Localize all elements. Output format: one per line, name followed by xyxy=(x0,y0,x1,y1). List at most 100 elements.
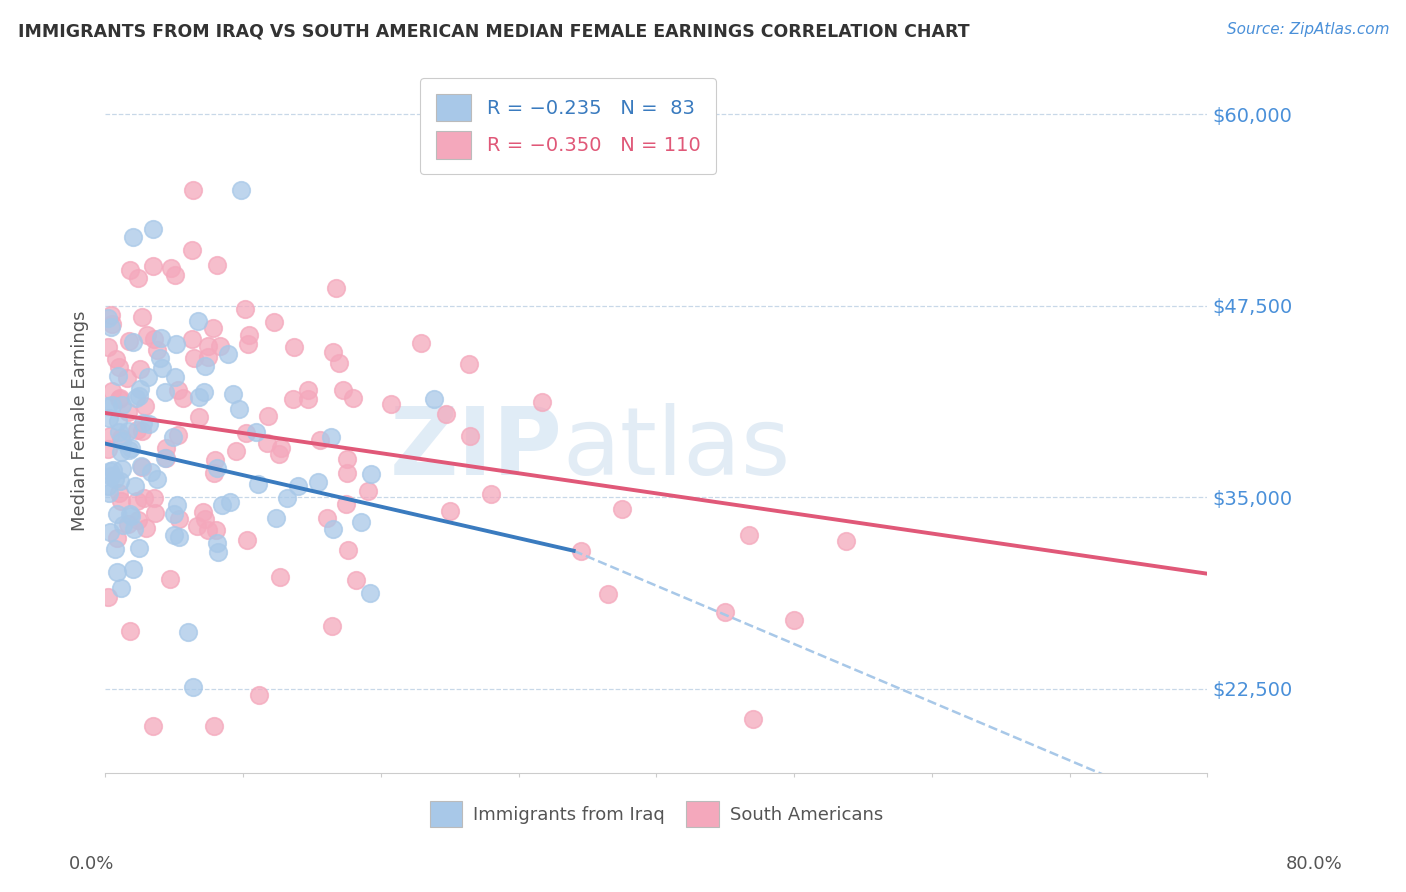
Point xyxy=(283,340,305,354)
Point xyxy=(167,512,190,526)
Text: atlas: atlas xyxy=(562,403,792,495)
Point xyxy=(576,153,599,168)
Point xyxy=(166,498,188,512)
Point xyxy=(834,533,856,548)
Point xyxy=(101,317,124,331)
Point xyxy=(322,345,344,359)
Text: IMMIGRANTS FROM IRAQ VS SOUTH AMERICAN MEDIAN FEMALE EARNINGS CORRELATION CHART: IMMIGRANTS FROM IRAQ VS SOUTH AMERICAN M… xyxy=(18,22,970,40)
Point xyxy=(117,424,139,438)
Point xyxy=(201,321,224,335)
Point xyxy=(108,392,131,407)
Point xyxy=(610,501,633,516)
Point xyxy=(111,398,134,412)
Point xyxy=(205,259,228,273)
Point xyxy=(149,331,172,345)
Point xyxy=(118,334,141,349)
Point xyxy=(143,491,166,505)
Point xyxy=(263,315,285,329)
Point xyxy=(360,467,382,482)
Point xyxy=(110,474,132,488)
Point xyxy=(128,361,150,376)
Point xyxy=(256,435,278,450)
Point xyxy=(142,332,165,346)
Point xyxy=(569,543,592,558)
Point xyxy=(107,369,129,384)
Point xyxy=(146,473,169,487)
Point xyxy=(132,491,155,506)
Point xyxy=(153,384,176,399)
Point xyxy=(209,339,232,353)
Point xyxy=(141,465,163,479)
Point xyxy=(257,409,280,423)
Legend: Immigrants from Iraq, South Americans: Immigrants from Iraq, South Americans xyxy=(422,794,890,834)
Point xyxy=(121,335,143,350)
Point xyxy=(97,442,120,457)
Text: 0.0%: 0.0% xyxy=(69,855,114,872)
Point xyxy=(187,313,209,327)
Point xyxy=(530,395,553,409)
Point xyxy=(270,441,292,455)
Point xyxy=(167,530,190,544)
Point xyxy=(124,479,146,493)
Point xyxy=(125,494,148,508)
Point xyxy=(120,263,142,277)
Point xyxy=(194,512,217,526)
Point xyxy=(342,391,364,405)
Point xyxy=(134,399,156,413)
Point xyxy=(238,328,260,343)
Point xyxy=(98,524,121,539)
Point xyxy=(153,451,176,466)
Point xyxy=(150,361,173,376)
Point xyxy=(307,475,329,490)
Point xyxy=(118,624,141,639)
Point xyxy=(434,407,457,421)
Point xyxy=(129,459,152,474)
Point xyxy=(191,505,214,519)
Point xyxy=(120,508,142,523)
Point xyxy=(120,441,142,455)
Point xyxy=(101,384,124,398)
Point xyxy=(155,451,177,466)
Point xyxy=(380,397,402,411)
Point xyxy=(236,337,259,351)
Point xyxy=(596,587,619,601)
Point xyxy=(121,230,143,244)
Text: 80.0%: 80.0% xyxy=(1286,855,1343,872)
Point xyxy=(714,605,737,619)
Point xyxy=(269,570,291,584)
Point xyxy=(124,391,146,405)
Point xyxy=(783,613,806,627)
Point xyxy=(128,389,150,403)
Point xyxy=(138,417,160,432)
Point xyxy=(110,581,132,595)
Point xyxy=(188,410,211,425)
Point xyxy=(163,508,186,522)
Point xyxy=(131,425,153,439)
Point xyxy=(246,476,269,491)
Point xyxy=(118,442,141,457)
Point xyxy=(264,511,287,525)
Point xyxy=(127,513,149,527)
Point xyxy=(207,545,229,559)
Point xyxy=(309,434,332,448)
Point xyxy=(108,425,131,439)
Point xyxy=(458,429,481,443)
Point xyxy=(131,459,153,474)
Point xyxy=(117,405,139,419)
Point xyxy=(97,311,120,326)
Point xyxy=(110,391,132,405)
Text: ZIP: ZIP xyxy=(389,403,562,495)
Point xyxy=(225,443,247,458)
Point xyxy=(100,319,122,334)
Point xyxy=(183,351,205,366)
Point xyxy=(176,625,198,640)
Point xyxy=(193,384,215,399)
Point xyxy=(155,441,177,455)
Point xyxy=(336,452,359,467)
Point xyxy=(117,516,139,531)
Point xyxy=(741,712,763,726)
Point xyxy=(181,183,204,197)
Point xyxy=(197,523,219,537)
Point xyxy=(142,719,165,733)
Point xyxy=(163,268,186,282)
